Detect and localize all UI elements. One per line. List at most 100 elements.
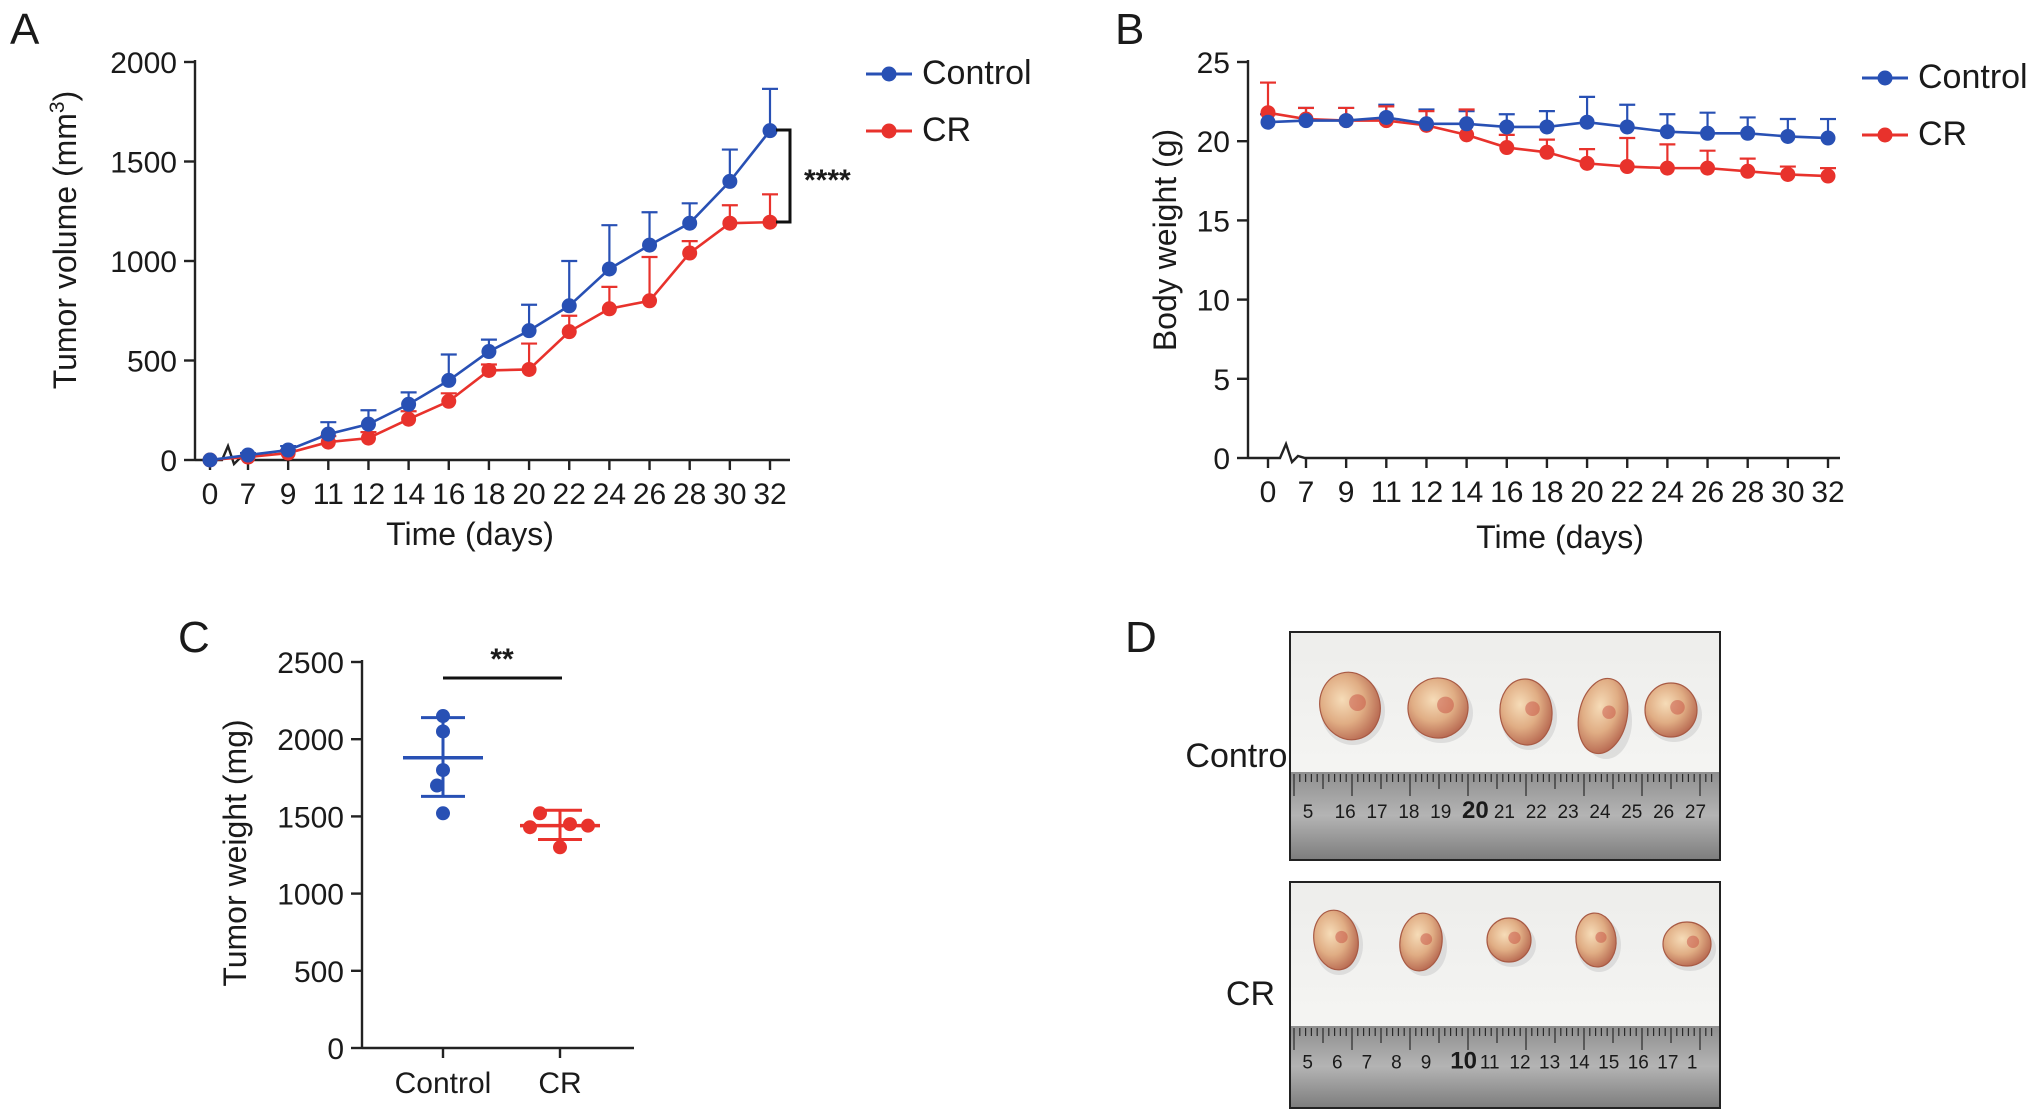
data-point-control bbox=[1619, 119, 1635, 135]
ruler-number: 21 bbox=[1494, 802, 1515, 823]
tumor bbox=[1313, 909, 1359, 971]
tumor bbox=[1575, 912, 1617, 968]
x-tick-label: 26 bbox=[633, 478, 666, 511]
x-tick-label: 20 bbox=[1570, 476, 1603, 509]
x-tick-label: 12 bbox=[352, 478, 385, 511]
data-point-control bbox=[1298, 113, 1314, 129]
x-tick-label: 30 bbox=[713, 478, 746, 511]
data-point-control bbox=[360, 416, 376, 432]
ruler-number: 18 bbox=[1398, 802, 1419, 823]
panel-b-letter: B bbox=[1115, 5, 1144, 54]
x-tick-label: 16 bbox=[432, 478, 465, 511]
x-tick-label: 0 bbox=[202, 478, 219, 511]
y-tick-label: 2500 bbox=[277, 647, 344, 680]
y-tick-label: 0 bbox=[1213, 443, 1230, 476]
y-tick-label: 2000 bbox=[110, 47, 177, 80]
panel-d-letter: D bbox=[1125, 613, 1157, 662]
x-tick-label: 28 bbox=[673, 478, 706, 511]
series-line-control bbox=[209, 129, 772, 462]
data-point-control bbox=[521, 323, 537, 339]
x-tick-label: 11 bbox=[1371, 476, 1402, 509]
data-point-control bbox=[1820, 130, 1836, 146]
data-point-cr bbox=[533, 806, 547, 821]
data-point-control bbox=[1700, 125, 1716, 141]
x-tick-label: 32 bbox=[753, 478, 786, 511]
panel-a-letter: A bbox=[10, 5, 40, 54]
y-tick-label: 500 bbox=[294, 956, 344, 989]
data-point-cr bbox=[563, 817, 577, 832]
data-point-cr bbox=[481, 362, 497, 378]
data-point-control bbox=[1780, 128, 1796, 144]
data-point-cr bbox=[682, 245, 698, 261]
tumor-blood-spot bbox=[1349, 694, 1366, 711]
tumor bbox=[1399, 912, 1443, 972]
ruler-number: 1 bbox=[1687, 1053, 1698, 1074]
data-point-cr bbox=[360, 430, 376, 446]
tumor bbox=[1577, 677, 1629, 755]
legend-cr-marker bbox=[1877, 127, 1893, 143]
panel-a-y-axis-label: Tumor volume (mm3) bbox=[46, 91, 83, 390]
data-point-control bbox=[682, 215, 698, 231]
ruler-number: 20 bbox=[1462, 797, 1489, 824]
data-point-control bbox=[1579, 114, 1595, 130]
ruler-number: 24 bbox=[1589, 802, 1611, 823]
ruler-number: 16 bbox=[1335, 802, 1356, 823]
tumor bbox=[1662, 921, 1712, 967]
data-point-control bbox=[1378, 109, 1394, 125]
data-point-control bbox=[601, 261, 617, 277]
panel-b-y-axis-label: Body weight (g) bbox=[1147, 129, 1183, 351]
x-tick-label: 24 bbox=[593, 478, 626, 511]
data-point-control bbox=[722, 173, 738, 189]
tumor bbox=[1319, 671, 1381, 741]
data-point-control bbox=[1338, 113, 1354, 129]
data-point-cr bbox=[601, 301, 617, 317]
y-tick-label: 10 bbox=[1197, 285, 1230, 318]
y-tick-label: 5 bbox=[1213, 364, 1230, 397]
panel-a-x-axis-label: Time (days) bbox=[386, 516, 554, 552]
ruler-number: 17 bbox=[1366, 802, 1387, 823]
data-point-cr bbox=[762, 214, 778, 230]
x-tick-label: 26 bbox=[1691, 476, 1724, 509]
legend-cr-label: CR bbox=[1918, 115, 1967, 153]
x-tick-label: 20 bbox=[512, 478, 545, 511]
x-tick-label: 7 bbox=[1298, 476, 1315, 509]
tumor-blood-spot bbox=[1670, 700, 1685, 715]
y-tick-label: 1500 bbox=[277, 801, 344, 834]
data-point-control bbox=[1260, 114, 1276, 130]
y-tick-label: 25 bbox=[1197, 47, 1230, 80]
data-point-cr bbox=[1659, 160, 1675, 176]
panel-a-legend: Control CR bbox=[866, 54, 1032, 149]
panel-a-significance: **** bbox=[776, 128, 851, 224]
ruler-number: 9 bbox=[1421, 1053, 1432, 1074]
ruler bbox=[1291, 772, 1719, 859]
data-point-cr bbox=[1780, 166, 1796, 182]
y-tick-label: 0 bbox=[327, 1033, 344, 1066]
data-point-control bbox=[430, 778, 444, 793]
tumor bbox=[1407, 677, 1469, 739]
x-tick-label: 14 bbox=[392, 478, 425, 511]
ruler-number: 5 bbox=[1303, 802, 1314, 823]
x-tick-label: 11 bbox=[313, 478, 344, 511]
ruler-number: 23 bbox=[1558, 802, 1579, 823]
data-point-control bbox=[441, 372, 457, 388]
x-tick-label: 24 bbox=[1651, 476, 1684, 509]
tumor-blood-spot bbox=[1602, 705, 1616, 719]
legend-cr-label: CR bbox=[922, 111, 971, 149]
panel-a-significance-stars: **** bbox=[804, 164, 851, 197]
x-tick-label: 9 bbox=[280, 478, 297, 511]
ruler-number: 8 bbox=[1391, 1053, 1402, 1074]
x-tick-label: 12 bbox=[1410, 476, 1443, 509]
legend-control-label: Control bbox=[922, 54, 1032, 92]
x-tick-label: CR bbox=[538, 1067, 581, 1100]
tumor-blood-spot bbox=[1508, 931, 1521, 944]
data-point-cr bbox=[1740, 163, 1756, 179]
ruler-number: 12 bbox=[1509, 1053, 1530, 1074]
data-point-control bbox=[642, 237, 658, 253]
ruler-number: 11 bbox=[1480, 1053, 1500, 1074]
data-point-cr bbox=[1459, 127, 1475, 143]
ruler-number: 27 bbox=[1685, 802, 1706, 823]
x-tick-label: 0 bbox=[1260, 476, 1277, 509]
x-tick-label: Control bbox=[395, 1067, 492, 1100]
x-tick-label: 32 bbox=[1811, 476, 1844, 509]
tumor-photo-control: 5 16 17 18 19 20 21 22 23 24 25 26 27 bbox=[1289, 631, 1721, 861]
